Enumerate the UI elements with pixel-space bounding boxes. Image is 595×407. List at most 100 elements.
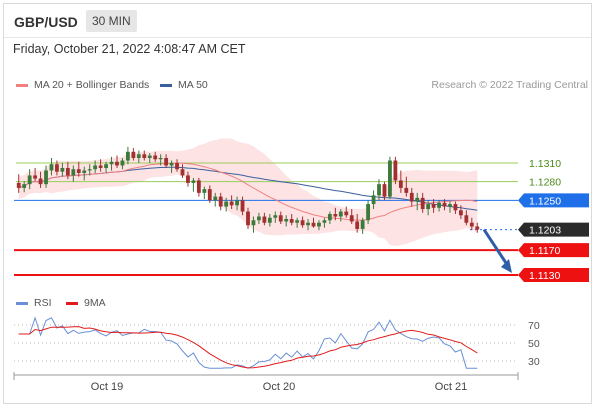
candle-body [109, 161, 114, 165]
level-label: 1.1280 [529, 177, 561, 189]
candle-body [240, 200, 245, 212]
candle-body [355, 221, 360, 229]
candle-body [82, 170, 87, 173]
candle-body [22, 184, 27, 188]
candle-body [415, 197, 420, 202]
timeframe-button[interactable]: 30 MIN [86, 10, 137, 32]
ma20-label: MA 20 + Bollinger Bands [34, 79, 150, 91]
candle-body [191, 180, 196, 183]
candle-body [366, 204, 371, 221]
candle-body [213, 196, 218, 201]
candle-body [164, 158, 169, 166]
candle-body [120, 160, 125, 166]
candle-body [136, 154, 141, 159]
candle-body [289, 219, 294, 223]
candle-body [65, 167, 70, 176]
level-label: 1.1170 [529, 245, 560, 257]
candle-body [273, 215, 278, 218]
candle-body [257, 216, 261, 221]
candle-body [475, 226, 480, 230]
candle-body [104, 164, 108, 168]
bollinger-band [18, 138, 478, 246]
price-levels [14, 162, 518, 276]
candle-body [300, 220, 305, 226]
candles [16, 146, 480, 234]
level-tag-support [518, 268, 589, 282]
candle-body [409, 192, 414, 202]
ma20-swatch [16, 83, 28, 87]
candle-body [360, 220, 365, 229]
level-tag-pivot [518, 193, 589, 208]
candle-body [278, 215, 283, 222]
candle-body [76, 169, 81, 173]
candle-body [453, 204, 458, 211]
candle-body [437, 202, 441, 208]
candle-body [267, 217, 272, 223]
rsi-ma-swatch [66, 301, 78, 305]
candle-body [93, 165, 98, 170]
candle-body [71, 169, 76, 176]
symbol-label: GBP/USD [14, 14, 78, 30]
forecast-arrow [482, 228, 512, 273]
candle-body [404, 187, 409, 193]
candle-body [377, 184, 381, 196]
candle-body [322, 220, 327, 223]
level-tag-current [518, 222, 589, 237]
rsi-axis-label: 50 [528, 338, 540, 350]
legend-rsi: RSI [16, 297, 52, 309]
candle-body [464, 215, 469, 223]
candle-body [458, 210, 463, 216]
candle-body [393, 160, 398, 181]
candle-body [115, 161, 119, 166]
chart-header: GBP/USD 30 MIN [4, 4, 591, 38]
candle-body [207, 189, 212, 201]
candle-body [218, 196, 223, 207]
candle-body [246, 211, 250, 226]
candle-body [60, 167, 65, 172]
candle-body [442, 202, 447, 207]
bollinger-fill [18, 138, 478, 246]
chart-timestamp: Friday, October 21, 2022 4:08:47 AM CET [13, 42, 246, 56]
candle-body [169, 163, 174, 166]
candle-body [125, 151, 130, 161]
time-axis-label: Oct 21 [435, 381, 467, 393]
candle-body [55, 164, 59, 172]
candle-body [420, 197, 425, 210]
price-tags: 1.1310 1.1280 1.1250 1.1203 1.1170 1.1130 [518, 158, 589, 282]
candle-body [371, 195, 376, 205]
candle-body [349, 215, 354, 222]
candle-body [448, 204, 452, 207]
candle-body [388, 160, 392, 197]
candle-body [338, 211, 343, 217]
candle-body [131, 151, 136, 159]
candle-body [202, 189, 207, 193]
candle-body [142, 154, 147, 159]
candle-body [147, 155, 152, 159]
moving-averages [18, 162, 478, 221]
rsi-axis-label: 30 [528, 356, 540, 368]
rsi-label: RSI [34, 297, 52, 309]
candle-body [295, 220, 300, 223]
rsi-swatch [16, 301, 28, 305]
candle-body [431, 204, 436, 208]
candle-body [311, 222, 316, 227]
legend-ma50: MA 50 [160, 79, 208, 91]
level-label: 1.1310 [529, 158, 561, 170]
candle-body [317, 222, 321, 227]
candle-body [158, 158, 163, 160]
candle-body [469, 222, 474, 227]
candle-body [196, 180, 201, 193]
candle-body [180, 169, 185, 176]
level-label: 1.1130 [529, 270, 560, 282]
candle-body [327, 214, 332, 221]
candle-body [98, 165, 103, 168]
candle-body [344, 211, 349, 216]
candle-body [426, 204, 431, 210]
time-axis: Oct 19 Oct 20 Oct 21 [13, 372, 519, 393]
rsi-panel: 70 50 30 [14, 316, 540, 369]
candle-body [333, 214, 338, 217]
candle-body [87, 169, 92, 171]
candle-body [262, 216, 267, 223]
time-axis-label: Oct 19 [91, 381, 123, 393]
